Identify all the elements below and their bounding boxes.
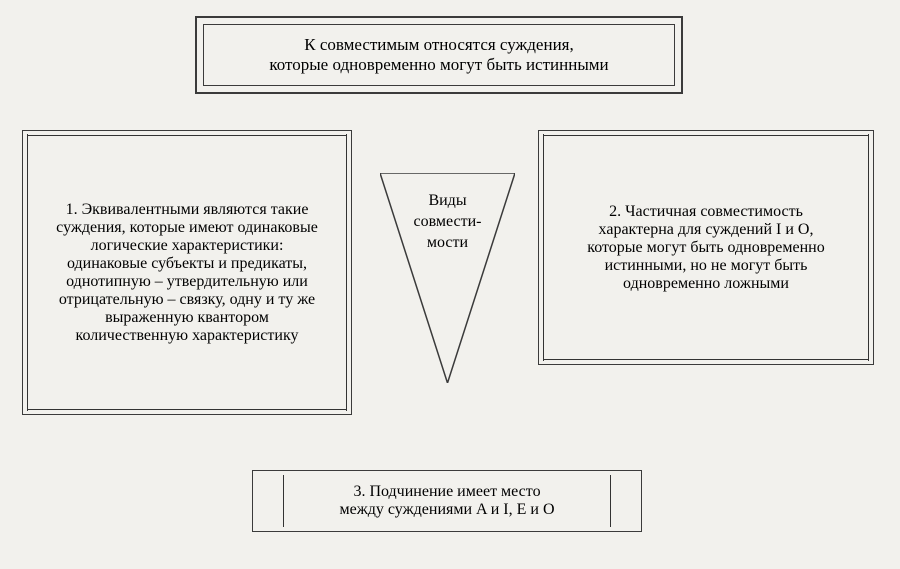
header-line1: К совместимым относятся суждения, [304, 35, 574, 54]
bottom-line1: 3. Подчинение имеет место [353, 483, 540, 500]
triangle-label-line1: Виды [428, 192, 466, 209]
left-box-inner: 1. Эквивалентными являются такие суждени… [27, 135, 347, 410]
header-text: К совместимым относятся суждения, которы… [269, 35, 608, 75]
bottom-box-inner: 3. Подчинение имеет место между суждения… [283, 475, 611, 527]
right-box-text: 2. Частичная совместимость характерна дл… [571, 203, 841, 293]
left-box-text: 1. Эквивалентными являются такие суждени… [55, 201, 319, 345]
right-box: 2. Частичная совместимость характерна дл… [538, 130, 874, 365]
center-triangle: Виды совмести- мости [380, 173, 515, 383]
left-box: 1. Эквивалентными являются такие суждени… [22, 130, 352, 415]
triangle-label-line3: мости [427, 234, 468, 251]
bottom-box: 3. Подчинение имеет место между суждения… [252, 470, 642, 532]
bottom-line2: между суждениями A и I, E и O [339, 501, 554, 518]
bottom-box-text: 3. Подчинение имеет место между суждения… [339, 483, 554, 519]
triangle-label-line2: совмести- [414, 213, 482, 230]
header-box: К совместимым относятся суждения, которы… [195, 16, 683, 94]
triangle-label: Виды совмести- мости [380, 191, 515, 253]
right-box-inner: 2. Частичная совместимость характерна дл… [543, 135, 869, 360]
header-bevel: К совместимым относятся суждения, которы… [203, 24, 675, 86]
header-line2: которые одновременно могут быть истинным… [269, 55, 608, 74]
